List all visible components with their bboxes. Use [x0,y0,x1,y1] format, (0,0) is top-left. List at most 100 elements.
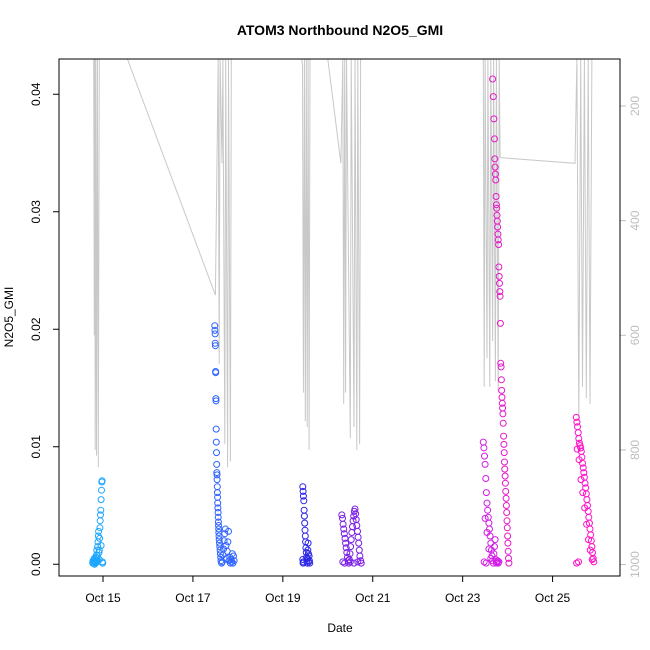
data-point-series-1 [214,518,222,526]
data-point-series-2 [301,526,309,534]
y-tick-label: 0.03 [29,200,43,224]
data-point-series-5 [498,399,506,407]
data-point-series-3 [355,546,363,554]
data-point-series-5 [496,292,504,300]
data-point-series-3 [342,539,350,547]
data-point-series-5 [503,509,511,516]
data-point-series-4 [482,489,490,497]
data-point-series-6 [583,520,591,528]
data-point-series-3 [339,514,346,522]
data-point-series-6 [588,543,596,551]
data-point-series-6 [575,456,583,464]
data-point-series-3 [351,505,359,513]
data-point-series-1 [213,469,221,477]
data-point-series-5 [497,359,505,367]
data-point-series-0 [89,559,97,567]
y-axis-label: N2O5_GMI [2,287,16,348]
y-tick-label: 0.01 [29,435,43,459]
data-point-series-6 [579,489,587,497]
data-point-series-3 [347,543,355,551]
data-point-series-1 [214,509,222,516]
data-point-series-2 [299,487,307,495]
data-point-series-1 [224,538,232,546]
data-point-series-1 [213,449,220,457]
data-point-series-3 [340,525,348,533]
data-point-series-5 [501,458,508,466]
data-point-series-0 [95,546,103,554]
data-point-series-5 [504,539,512,547]
data-point-series-6 [580,469,588,477]
data-point-series-6 [577,476,585,484]
data-point-series-5 [502,502,510,509]
data-point-series-4 [485,545,493,553]
axes-layer: 0.00 0.01 0.02 0.03 0.04 Oct 15 Oct 17 Oct 19 Oc… [29,82,642,605]
data-point-series-2 [299,559,307,567]
data-point-series-6 [589,554,597,562]
data-point-series-5 [504,532,512,540]
data-point-series-4 [491,543,498,551]
data-point-series-2 [300,506,308,514]
data-point-series-5 [505,559,513,567]
data-point-series-3 [349,523,356,531]
data-point-series-3 [354,558,362,566]
data-point-series-3 [348,529,356,536]
data-point-series-1 [215,532,223,540]
pressure-trace-layer [93,58,593,468]
data-point-series-4 [495,558,503,566]
data-point-series-1 [211,339,219,347]
data-point-series-1 [215,525,223,533]
data-point-series-6 [573,418,581,426]
data-point-series-4 [480,444,488,452]
data-point-series-3 [356,552,364,560]
data-point-series-5 [499,410,507,418]
data-point-series-3 [357,559,365,567]
data-point-series-5 [498,393,506,401]
data-point-series-3 [340,530,348,538]
data-point-series-2 [301,532,309,540]
data-point-series-5 [489,93,497,101]
data-point-series-5 [496,279,503,287]
data-point-series-4 [479,438,487,446]
data-point-series-4 [491,536,499,544]
data-point-series-5 [494,236,502,244]
data-point-series-6 [581,479,589,487]
data-point-series-1 [211,342,219,350]
data-point-series-5 [500,432,508,440]
data-point-series-4 [483,499,491,507]
data-point-series-0 [97,511,104,519]
data-point-series-1 [226,559,234,567]
data-point-series-0 [89,557,97,565]
data-point-series-5 [497,376,505,384]
data-point-series-5 [491,135,498,143]
data-point-series-1 [213,483,221,491]
data-point-series-4 [482,559,490,567]
data-point-series-5 [504,547,512,555]
data-point-series-1 [214,499,222,507]
data-point-series-3 [346,558,354,566]
data-point-series-6 [575,435,583,442]
x-tick-label: Oct 23 [445,591,481,605]
data-point-series-1 [212,395,220,403]
y-tick-label: 0.00 [29,552,43,576]
data-point-series-1 [215,536,223,544]
data-point-series-5 [492,176,500,184]
data-point-series-0 [95,527,103,535]
x-tick-label: Oct 21 [355,591,391,605]
data-point-series-3 [339,520,347,528]
data-point-series-5 [499,419,507,427]
data-point-series-3 [338,511,346,519]
data-point-series-1 [220,537,228,545]
right-tick-label: 800 [628,440,642,460]
data-point-series-5 [505,554,512,562]
y-tick-label: 0.02 [29,317,43,341]
data-point-series-5 [490,115,498,123]
data-point-series-0 [96,524,104,532]
data-point-series-1 [212,369,220,377]
data-point-series-6 [572,413,580,421]
x-tick-label: Oct 17 [175,591,211,605]
data-point-series-4 [480,558,488,566]
data-point-series-6 [584,507,592,515]
data-point-series-6 [577,444,585,452]
data-point-series-1 [211,330,219,338]
